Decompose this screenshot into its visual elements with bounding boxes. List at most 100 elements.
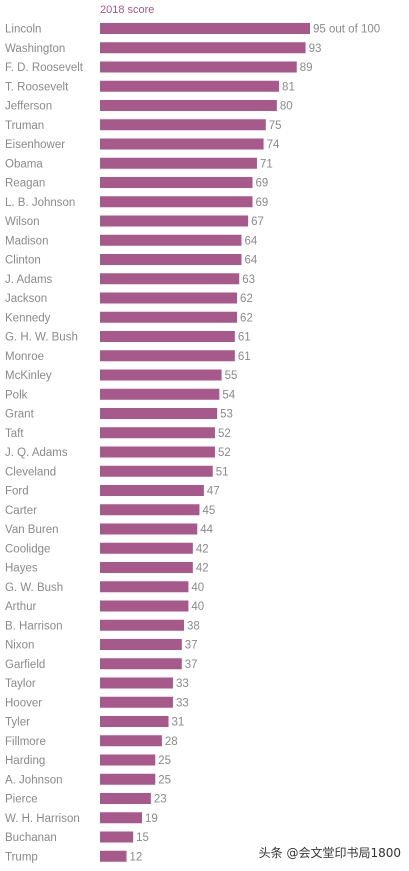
- bar: [100, 61, 297, 73]
- value-label: 25: [158, 774, 171, 786]
- bar: [100, 812, 142, 824]
- category-label: Arthur: [5, 601, 36, 613]
- value-label: 52: [218, 447, 231, 459]
- column-header: 2018 score: [100, 4, 154, 16]
- category-label: Hoover: [5, 697, 42, 709]
- category-label: Harding: [5, 755, 45, 767]
- value-label: 51: [216, 466, 229, 478]
- bar: [100, 215, 249, 227]
- bar: [100, 254, 242, 265]
- bar: [100, 696, 173, 708]
- category-label: McKinley: [5, 370, 52, 382]
- category-label: A. Johnson: [5, 774, 63, 786]
- bar: [100, 639, 182, 650]
- bar: [100, 42, 306, 54]
- category-label: Monroe: [5, 351, 44, 363]
- category-label: Eisenhower: [5, 139, 65, 151]
- category-label: L. B. Johnson: [5, 197, 75, 209]
- value-label: 55: [225, 370, 238, 382]
- category-label: G. W. Bush: [5, 582, 63, 594]
- value-label: 75: [269, 120, 282, 132]
- value-label: 54: [222, 389, 235, 401]
- category-label: W. H. Harrison: [5, 813, 80, 825]
- value-label: 47: [207, 486, 220, 498]
- category-label: Obama: [5, 158, 43, 170]
- watermark: 头条 @会文堂印书局1800: [259, 844, 401, 861]
- bar: [100, 273, 240, 285]
- value-label: 25: [158, 755, 171, 767]
- bar: [100, 80, 280, 92]
- bar: [100, 446, 215, 458]
- category-label: Van Buren: [5, 524, 59, 536]
- value-label: 40: [191, 601, 204, 613]
- bar: [100, 465, 213, 477]
- bar: [100, 369, 222, 381]
- bar: [100, 350, 235, 362]
- value-label: 95 out of 100: [313, 24, 380, 36]
- bar: [100, 23, 310, 34]
- category-label: Jefferson: [5, 101, 52, 113]
- value-label: 64: [244, 235, 257, 247]
- value-label: 38: [187, 620, 200, 632]
- bar: [100, 311, 238, 323]
- category-label: Buchanan: [5, 832, 57, 844]
- value-label: 52: [218, 428, 231, 440]
- chart-rows: Lincoln 95 out of 100 Washington 93 F. D. Ro…: [5, 23, 380, 863]
- category-label: Garfield: [5, 659, 45, 671]
- category-label: Wilson: [5, 216, 40, 228]
- value-label: 62: [240, 293, 253, 305]
- bar: [100, 119, 266, 131]
- value-label: 89: [300, 62, 313, 74]
- category-label: Carter: [5, 505, 37, 517]
- category-label: Nixon: [5, 640, 34, 652]
- value-label: 61: [238, 332, 251, 344]
- bar: [100, 138, 264, 150]
- bar: [100, 408, 218, 419]
- category-label: Taft: [5, 428, 24, 440]
- category-label: Hayes: [5, 563, 38, 575]
- category-label: J. Adams: [5, 274, 53, 286]
- category-label: Cleveland: [5, 466, 56, 478]
- value-label: 53: [220, 409, 233, 421]
- value-label: 28: [165, 736, 178, 748]
- value-label: 31: [172, 717, 185, 729]
- category-label: Lincoln: [5, 24, 41, 36]
- category-label: Pierce: [5, 794, 38, 806]
- category-label: Polk: [5, 389, 28, 401]
- value-label: 42: [196, 563, 209, 575]
- category-label: Reagan: [5, 178, 45, 190]
- category-label: Madison: [5, 235, 48, 247]
- category-label: Truman: [5, 120, 44, 132]
- bar: [100, 542, 193, 554]
- category-label: Fillmore: [5, 736, 46, 748]
- bar: [100, 504, 200, 516]
- bar: [100, 562, 193, 573]
- category-label: J. Q. Adams: [5, 447, 68, 459]
- category-label: Coolidge: [5, 543, 50, 555]
- category-label: Tyler: [5, 717, 30, 729]
- bar: [100, 600, 189, 612]
- bar: [100, 177, 253, 188]
- value-label: 33: [176, 678, 189, 690]
- bar: [100, 677, 173, 689]
- value-label: 40: [191, 582, 204, 594]
- value-label: 63: [242, 274, 255, 286]
- category-label: B. Harrison: [5, 620, 63, 632]
- bar: [100, 427, 215, 439]
- bar: [100, 196, 253, 208]
- bar: [100, 157, 257, 169]
- bar: [100, 793, 151, 804]
- bar: [100, 331, 235, 342]
- value-label: 42: [196, 543, 209, 555]
- value-label: 33: [176, 697, 189, 709]
- value-label: 67: [251, 216, 264, 228]
- category-label: G. H. W. Bush: [5, 332, 78, 344]
- value-label: 37: [185, 659, 198, 671]
- bar: [100, 773, 156, 785]
- value-label: 74: [267, 139, 280, 151]
- watermark-text: 头条 @会文堂印书局1800: [258, 846, 401, 860]
- category-label: Jackson: [5, 293, 47, 305]
- bar: [100, 754, 156, 766]
- value-label: 69: [256, 178, 269, 190]
